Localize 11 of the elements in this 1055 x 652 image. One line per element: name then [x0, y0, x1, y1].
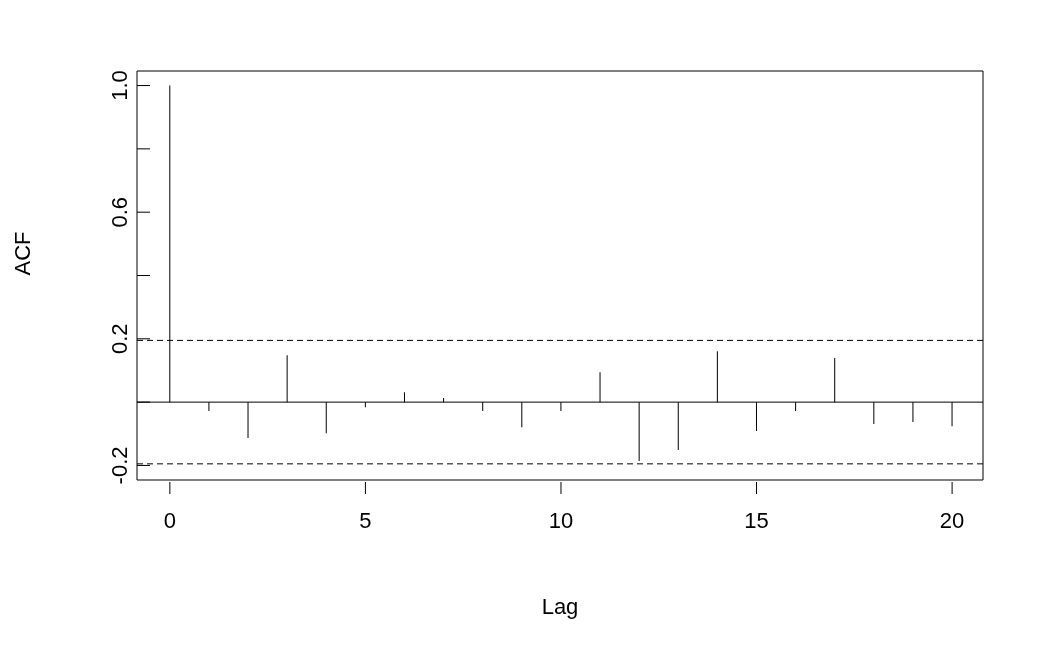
- x-tick-label: 10: [548, 508, 574, 533]
- x-tick-label: 20: [939, 508, 965, 533]
- y-axis-title: ACF: [9, 231, 35, 276]
- x-tick-label: 5: [359, 508, 372, 533]
- x-axis-title: Lag: [541, 594, 579, 619]
- x-tick-label: 0: [163, 508, 176, 533]
- x-tick-label: 15: [744, 508, 769, 533]
- y-tick-label: 0.6: [107, 196, 132, 228]
- y-tick-label: -0.2: [107, 446, 132, 485]
- y-tick-label: 0.2: [107, 323, 132, 355]
- y-tick-label: 1.0: [107, 70, 132, 101]
